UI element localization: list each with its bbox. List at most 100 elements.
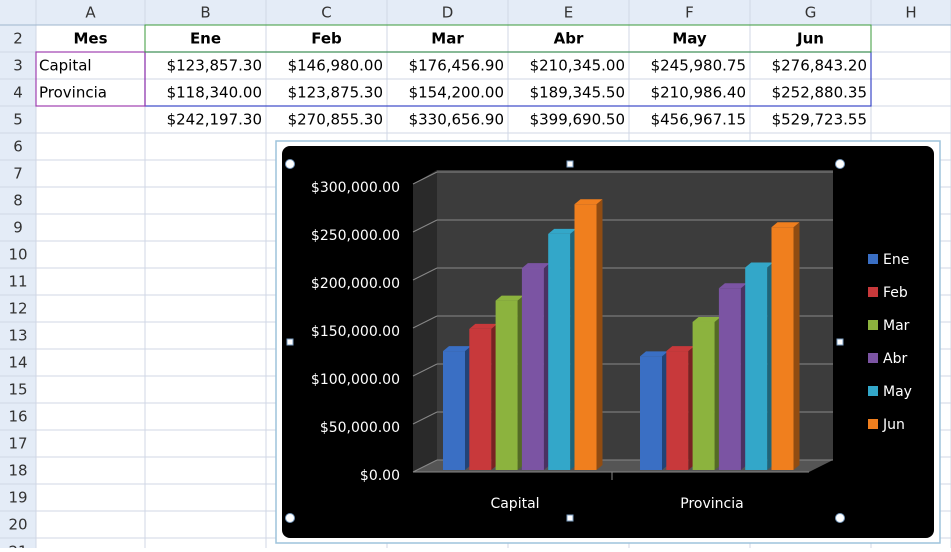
bar-top[interactable] [469,323,498,329]
cell-header[interactable]: Feb [311,30,342,48]
resize-handle[interactable] [835,513,845,523]
cell-header[interactable]: Mar [431,30,464,48]
bar[interactable] [495,300,518,470]
resize-handle[interactable] [566,160,574,168]
cell-value[interactable]: $242,197.30 [167,111,262,129]
legend-label[interactable]: May [883,384,912,400]
cell-header[interactable]: Abr [554,30,584,48]
cell-header[interactable]: Jun [796,30,824,48]
cell-value[interactable]: $210,345.00 [530,57,625,75]
bar-top[interactable] [771,222,800,228]
resize-handle[interactable] [566,514,574,522]
column-header[interactable]: G [805,4,817,22]
row-header[interactable]: 21 [8,543,27,552]
cell-value[interactable]: $330,656.90 [409,111,504,129]
row-header[interactable]: 20 [8,516,27,534]
row-header[interactable]: 3 [13,57,23,75]
row-header[interactable]: 9 [13,219,23,237]
legend-label[interactable]: Abr [883,351,907,367]
row-header[interactable]: 18 [8,462,27,480]
row-header[interactable]: 12 [8,300,27,318]
column-header[interactable]: B [200,4,210,22]
bar-top[interactable] [574,199,603,205]
bar-top[interactable] [548,228,577,234]
bar-top[interactable] [745,262,774,268]
legend-swatch[interactable] [868,419,878,429]
cell-label[interactable]: Capital [39,57,92,75]
row-header[interactable]: 7 [13,165,23,183]
bar[interactable] [745,267,768,470]
resize-handle[interactable] [285,513,295,523]
cell-value[interactable]: $245,980.75 [651,57,746,75]
bar-side[interactable] [793,222,800,470]
legend-swatch[interactable] [868,254,878,264]
row-header[interactable]: 16 [8,408,27,426]
row-header[interactable]: 5 [13,111,23,129]
cell-header[interactable]: Ene [190,30,221,48]
cell-value[interactable]: $529,723.55 [772,111,867,129]
column-header[interactable]: H [905,4,916,22]
row-header[interactable]: 6 [13,138,23,156]
row-header[interactable]: 19 [8,489,27,507]
bar-side[interactable] [596,199,603,470]
column-header[interactable]: A [85,4,96,22]
row-header[interactable]: 17 [8,435,27,453]
bar-top[interactable] [666,346,695,352]
legend-label[interactable]: Ene [883,252,909,268]
cell-value[interactable]: $456,967.15 [651,111,746,129]
legend-swatch[interactable] [868,320,878,330]
bar-top[interactable] [443,346,471,352]
column-header[interactable]: E [564,4,573,22]
cell-value[interactable]: $154,200.00 [409,84,504,102]
cell-header[interactable]: May [672,30,707,48]
legend-label[interactable]: Feb [883,285,908,301]
cell-value[interactable]: $189,345.50 [530,84,625,102]
bar[interactable] [640,356,662,470]
bar-top[interactable] [521,263,550,269]
row-header[interactable]: 10 [8,246,27,264]
row-header[interactable]: 11 [8,273,27,291]
cell-label[interactable]: Provincia [39,84,107,102]
cell-value[interactable]: $146,980.00 [288,57,383,75]
cell-value[interactable]: $123,857.30 [167,57,262,75]
resize-handle[interactable] [836,338,844,346]
legend-label[interactable]: Mar [883,318,910,334]
row-header[interactable]: 13 [8,327,27,345]
bar[interactable] [574,204,597,470]
legend-swatch[interactable] [868,287,878,297]
legend-swatch[interactable] [868,386,878,396]
resize-handle[interactable] [286,338,294,346]
bar[interactable] [771,227,794,470]
bar[interactable] [718,288,741,470]
cell-value[interactable]: $176,456.90 [409,57,504,75]
row-header[interactable]: 8 [13,192,23,210]
bar-top[interactable] [718,283,747,289]
bar[interactable] [521,268,544,470]
bar[interactable] [443,351,465,470]
column-header[interactable]: F [685,4,694,22]
legend-swatch[interactable] [868,353,878,363]
cell-value[interactable]: $276,843.20 [772,57,867,75]
cell-value[interactable]: $118,340.00 [167,84,262,102]
cell-value[interactable]: $399,690.50 [530,111,625,129]
legend-label[interactable]: Jun [882,417,905,433]
row-header[interactable]: 2 [13,30,23,48]
bar[interactable] [469,328,492,470]
bar[interactable] [548,233,571,470]
bar[interactable] [666,351,689,470]
column-header[interactable]: C [321,4,331,22]
cell-value[interactable]: $123,875.30 [288,84,383,102]
bar[interactable] [692,321,715,470]
row-header[interactable]: 15 [8,381,27,399]
bar-top[interactable] [495,295,524,301]
column-header[interactable]: D [442,4,454,22]
cell-value[interactable]: $270,855.30 [288,111,383,129]
bar-top[interactable] [640,351,668,357]
resize-handle[interactable] [835,159,845,169]
cell-value[interactable]: $210,986.40 [651,84,746,102]
cell-value[interactable]: $252,880.35 [772,84,867,102]
row-header[interactable]: 4 [13,84,23,102]
resize-handle[interactable] [285,159,295,169]
cell-header[interactable]: Mes [73,30,107,48]
row-header[interactable]: 14 [8,354,27,372]
